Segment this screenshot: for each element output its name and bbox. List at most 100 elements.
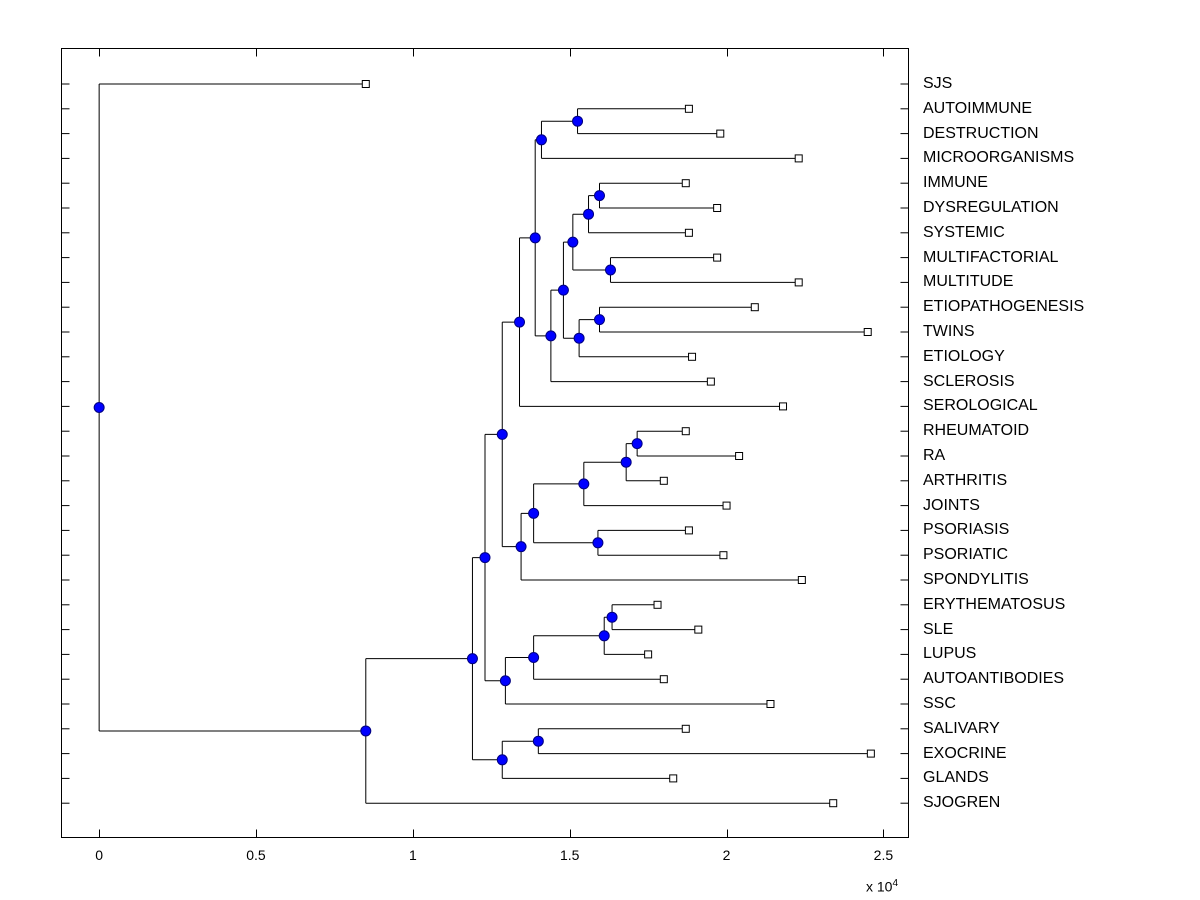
leaf-marker-erythematosus [653,600,662,609]
node-marker-n17 [528,507,540,519]
leaf-marker-autoantibodies [659,675,668,684]
leaf-marker-joints [722,501,731,510]
leaf-label-twins: TWINS [923,323,975,340]
leaf-label-sjs: SJS [923,75,953,92]
leaf-markers [361,80,875,808]
node-markers [93,115,643,766]
leaf-label-multifactorial: MULTIFACTORIAL [923,248,1059,266]
leaf-marker-sclerosis [706,377,715,386]
node-marker-n8 [573,332,585,344]
leaf-marker-salivary [681,724,690,733]
leaf-label-destruction: DESTRUCTION [923,124,1039,142]
link-n8 [578,319,693,358]
link-n28 [365,658,834,804]
link-n29 [98,83,366,732]
node-marker-n4 [583,208,595,220]
leaf-label-multitude: MULTITUDE [923,273,1014,291]
leaf-label-sle: SLE [923,620,954,638]
node-marker-n21 [598,630,610,642]
dendrogram-links [98,83,871,804]
node-marker-n12 [514,316,526,328]
leaf-label-spondylitis: SPONDYLITIS [923,571,1029,588]
node-marker-n16 [592,537,604,549]
leaf-marker-glands [669,774,678,783]
node-marker-n6 [567,236,579,248]
leaf-marker-microorganisms [794,154,803,163]
node-marker-n10 [545,330,557,342]
x-tick-label: 1 [408,847,417,863]
leaf-label-rheumatoid: RHEUMATOID [923,422,1030,440]
link-n14 [625,443,664,482]
node-marker-n3 [594,190,606,202]
x-axis-scale-label: x 104 [866,878,898,895]
leaf-label-etiopathogenesis: ETIOPATHOGENESIS [923,298,1085,316]
node-marker-n11 [529,232,541,244]
node-marker-n18 [515,541,527,553]
leaf-marker-rheumatoid [681,427,690,436]
leaf-label-etiology: ETIOLOGY [923,347,1005,365]
leaf-label-serological: SEROLOGICAL [923,397,1038,415]
leaf-marker-sjogren [829,799,838,808]
link-n6 [572,213,611,271]
x-axis-scale-base: x 10 [866,878,893,895]
x-tick-label: 0 [95,847,104,863]
link-n3 [599,182,718,209]
link-n26 [501,740,674,779]
leaf-marker-serological [779,402,788,411]
node-marker-n5 [604,264,616,276]
leaf-label-sclerosis: SCLEROSIS [923,372,1015,390]
leaf-label-lupus: LUPUS [923,645,977,663]
link-n5 [609,257,799,283]
leaf-marker-ra [735,452,744,460]
leaf-marker-systemic [684,228,693,237]
node-marker-n27 [466,653,478,665]
node-marker-n29 [93,401,105,413]
x-tick-label: 0.5 [246,847,266,863]
x-tick-label: 2.5 [873,847,894,863]
link-n2 [540,120,799,159]
leaf-marker-autoimmune [684,104,693,113]
leaf-label-joints: JOINTS [923,496,980,514]
leaf-label-microorganisms: MICROORGANISMS [923,149,1075,167]
node-marker-n24 [479,552,491,564]
node-marker-n28 [360,725,372,737]
link-n16 [597,529,724,556]
node-marker-n9 [557,284,569,296]
x-tick-label: 1.5 [559,847,580,863]
node-marker-n13 [631,438,643,450]
leaf-label-psoriatic: PSORIATIC [923,546,1009,564]
leaf-label-systemic: SYSTEMIC [923,223,1005,241]
link-n23 [504,657,771,705]
link-n18 [520,512,802,581]
leaf-label-autoantibodies: AUTOANTIBODIES [923,670,1065,688]
link-n21 [603,616,649,655]
leaf-marker-psoriasis [684,526,693,535]
node-marker-n23 [499,675,511,687]
axis-ticks [61,48,909,838]
leaf-label-erythematosus: ERYTHEMATOSUS [923,595,1066,613]
link-n17 [533,483,598,544]
leaf-label-arthritis: ARTHRITIS [923,471,1008,489]
leaf-marker-sle [694,625,703,634]
leaf-label-autoimmune: AUTOIMMUNE [923,99,1033,117]
node-marker-n26 [496,754,508,766]
leaf-marker-spondylitis [797,576,806,584]
link-n25 [537,728,871,755]
leaf-label-immune: IMMUNE [923,174,988,192]
leaf-marker-sjs [361,80,370,88]
leaf-label-ssc: SSC [923,695,956,712]
leaf-label-exocrine: EXOCRINE [923,744,1007,762]
link-n4 [588,195,689,234]
x-tick-label: 2 [722,847,731,863]
leaf-marker-immune [681,179,690,188]
node-marker-n2 [535,134,547,146]
node-marker-n1 [572,115,584,127]
node-marker-n25 [532,735,544,747]
leaf-marker-dysregulation [713,204,722,212]
plot-frame [61,48,909,838]
leaf-marker-lupus [644,650,653,659]
node-marker-n19 [496,428,508,440]
leaf-marker-etiology [688,352,697,361]
leaf-marker-ssc [766,700,775,708]
